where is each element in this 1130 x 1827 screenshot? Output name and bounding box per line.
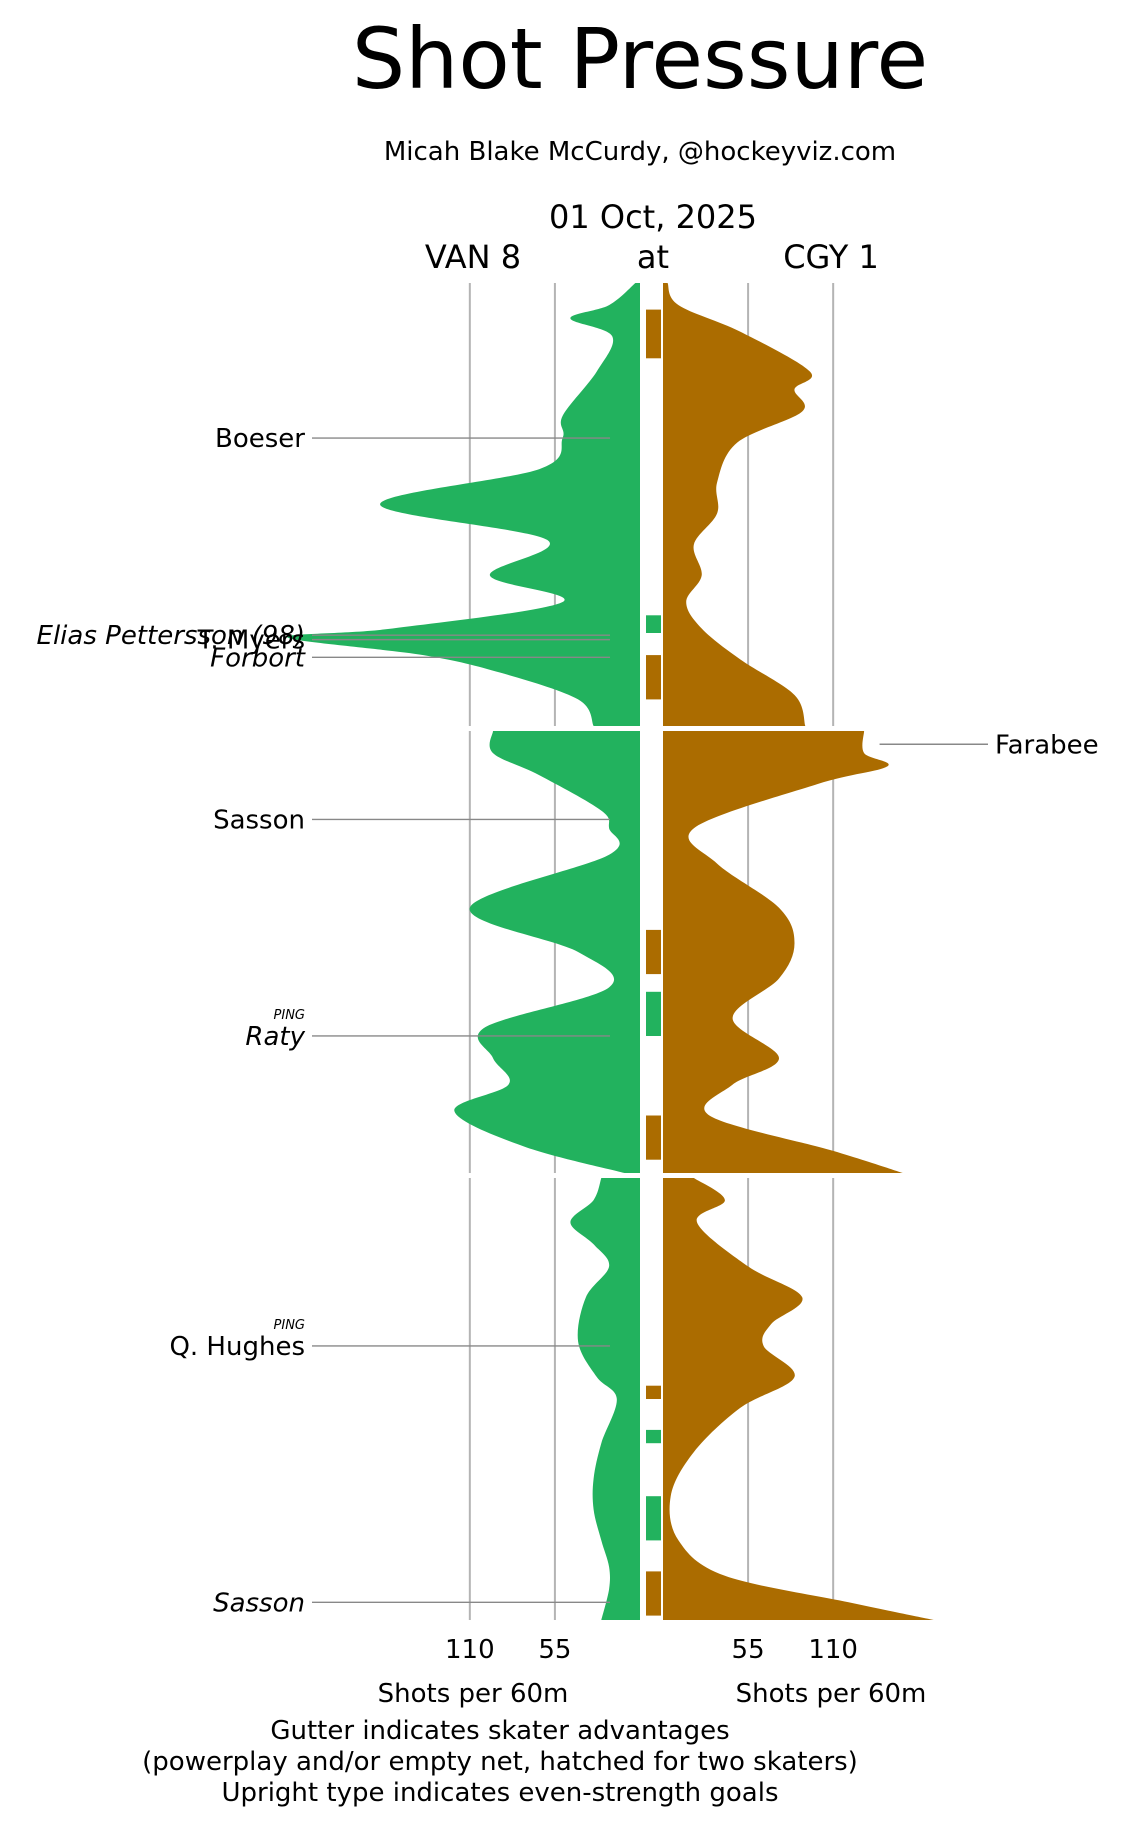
game-date: 01 Oct, 2025 <box>549 198 757 236</box>
goal-label-sasson-p3: Sasson <box>213 1588 305 1618</box>
goal-label-q-hughes-p3: Q. Hughes <box>169 1332 305 1362</box>
home-tick-label-110: 110 <box>808 1635 858 1665</box>
goal-labels: Boeser Elias Pettersson (98)T. MyersForbo… <box>37 424 1099 1618</box>
goal-label-elias-pettersson-98--p1: Elias Pettersson (98) <box>37 621 305 651</box>
away-pressure-area-period-3 <box>570 1178 640 1620</box>
home-team-label: CGY 1 <box>783 238 879 276</box>
away-tick-label-110: 110 <box>445 1635 495 1665</box>
advantage-marker-p3-2 <box>646 1429 661 1444</box>
advantage-marker-p1-1 <box>646 309 661 359</box>
away-xlabel: Shots per 60m <box>378 1679 569 1709</box>
at-label: at <box>637 238 669 276</box>
goal-label-raty-p2: Raty <box>245 1022 305 1052</box>
home-tick-label-55: 55 <box>732 1635 765 1665</box>
away-tick-label-55: 55 <box>538 1635 571 1665</box>
pressure-areas <box>287 283 934 1620</box>
chart-title: Shot Pressure <box>352 10 928 108</box>
footnote-line-1: Gutter indicates skater advantages <box>270 1716 729 1746</box>
advantage-gutter <box>646 309 661 1616</box>
home-pressure-area-period-3 <box>663 1178 934 1620</box>
advantage-marker-p2-3 <box>646 1115 661 1160</box>
x-axis: 110 110 55 55 <box>445 1635 858 1665</box>
home-pressure-area-period-2 <box>663 731 903 1173</box>
advantage-marker-p2-1 <box>646 929 661 975</box>
goal-label-q-hughes-p3-tag: PING <box>274 1318 305 1333</box>
advantage-marker-p3-4 <box>646 1571 661 1616</box>
goal-label-raty-p2-tag: PING <box>274 1008 305 1023</box>
advantage-marker-p3-3 <box>646 1496 661 1541</box>
away-team-label: VAN 8 <box>425 238 521 276</box>
footnote-line-3: Upright type indicates even-strength goa… <box>221 1778 778 1808</box>
advantage-marker-p1-2 <box>646 615 661 633</box>
advantage-marker-p3-1 <box>646 1385 661 1399</box>
away-pressure-area-period-1 <box>287 283 640 726</box>
advantage-marker-p1-3 <box>646 655 661 700</box>
home-pressure-area-period-1 <box>663 283 813 726</box>
advantage-marker-p2-2 <box>646 991 661 1036</box>
goal-label-t-myers-p1: T. Myers <box>197 626 305 656</box>
goal-label-forbort-p1: Forbort <box>210 643 306 673</box>
goal-label-sasson-p2: Sasson <box>213 805 305 835</box>
home-xlabel: Shots per 60m <box>736 1679 927 1709</box>
goal-label-farabee-p2: Farabee <box>995 730 1099 760</box>
away-pressure-area-period-2 <box>454 731 640 1173</box>
chart-subtitle: Micah Blake McCurdy, @hockeyviz.com <box>384 137 896 167</box>
footnote-line-2: (powerplay and/or empty net, hatched for… <box>142 1747 858 1777</box>
goal-label-boeser-p1: Boeser <box>215 424 305 454</box>
